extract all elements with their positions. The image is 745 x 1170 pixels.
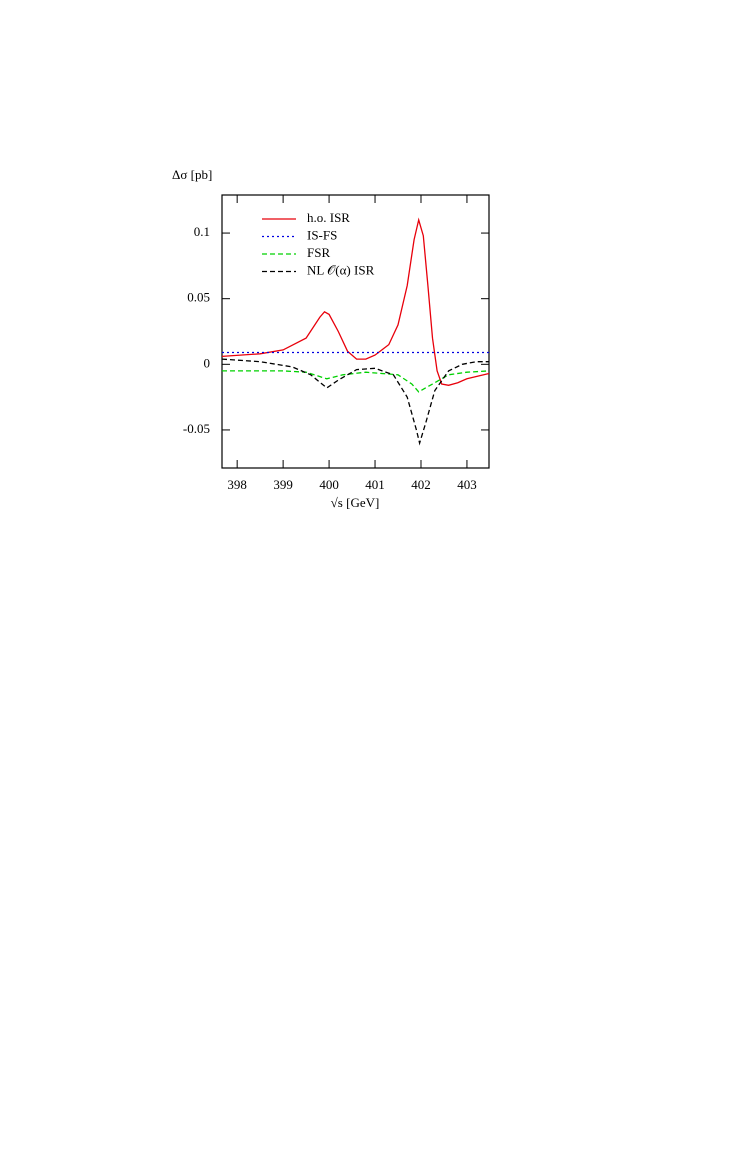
legend-label: NL 𝒪(α) ISR	[307, 262, 375, 277]
legend-label: IS-FS	[307, 227, 337, 242]
legend-label: FSR	[307, 245, 330, 260]
x-tick-label: 399	[273, 477, 293, 492]
line-series	[221, 358, 489, 446]
x-tick-label: 400	[319, 477, 339, 492]
plot-frame	[221, 194, 490, 469]
legend-label: h.o. ISR	[307, 210, 350, 225]
line-series	[221, 217, 490, 386]
x-tick-label: 403	[457, 477, 477, 492]
x-tick-label: 401	[365, 477, 385, 492]
y-tick-label: 0.05	[187, 290, 210, 305]
y-tick-label: 0.1	[194, 224, 210, 239]
x-axis-label: √s [GeV]	[331, 495, 380, 510]
x-tick-label: 398	[227, 477, 247, 492]
x-tick-label: 402	[411, 477, 431, 492]
y-axis-label: Δσ [pb]	[172, 167, 212, 182]
y-tick-label: 0	[204, 355, 211, 370]
line-series	[222, 370, 490, 393]
y-tick-label: -0.05	[183, 421, 210, 436]
